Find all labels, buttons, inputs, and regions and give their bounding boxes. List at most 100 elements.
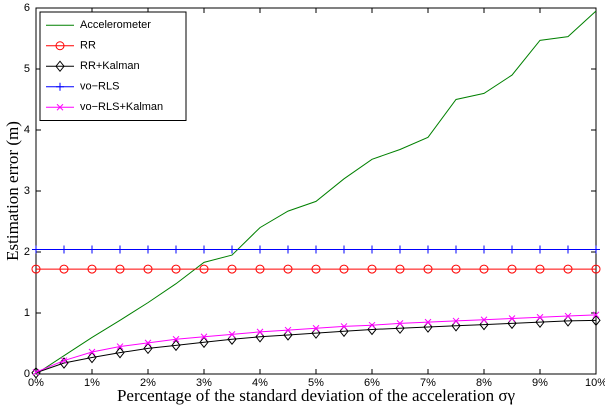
x-tick-label: 1%: [84, 377, 100, 389]
legend: Accelerometer RR RR+Kalman vo−RLS vo−RLS+Kal…: [39, 11, 187, 121]
marker: [564, 245, 572, 254]
marker: [171, 264, 181, 274]
marker: [592, 245, 600, 254]
series-line: [35, 319, 597, 374]
marker: [283, 264, 293, 274]
marker: [60, 357, 68, 364]
legend-label: RR: [80, 40, 96, 52]
marker: [423, 264, 433, 274]
marker: [452, 245, 460, 254]
marker: [59, 264, 69, 274]
marker: [199, 264, 209, 274]
marker: [143, 342, 153, 355]
marker: [480, 245, 488, 254]
series-line: [35, 10, 597, 375]
x-tick-label: 4%: [252, 377, 268, 389]
marker: [88, 245, 96, 254]
marker: [284, 326, 292, 334]
marker: [536, 245, 544, 254]
marker: [339, 264, 349, 274]
marker: [284, 245, 292, 254]
marker: [424, 245, 432, 254]
marker: [55, 41, 65, 51]
marker: [508, 245, 516, 254]
y-tick-label: 2: [24, 246, 30, 258]
marker: [340, 323, 348, 330]
marker: [227, 264, 237, 274]
marker: [32, 368, 40, 376]
marker: [87, 351, 97, 364]
marker: [116, 245, 124, 254]
marker: [564, 312, 572, 320]
marker: [312, 245, 320, 254]
marker: [144, 245, 152, 254]
marker: [396, 245, 404, 254]
marker: [452, 317, 460, 325]
x-tick-label: 10%: [585, 377, 605, 389]
marker: [424, 318, 432, 326]
marker: [536, 313, 544, 321]
marker: [255, 264, 265, 274]
marker: [367, 264, 377, 274]
x-axis-title: Percentage of the standard deviation of …: [117, 386, 516, 405]
marker: [56, 82, 64, 91]
y-axis-title: Estimation error (m): [3, 121, 22, 261]
marker: [55, 60, 65, 73]
marker: [395, 264, 405, 274]
marker: [312, 324, 320, 332]
x-tick-label: 8%: [476, 377, 492, 389]
x-tick-label: 7%: [420, 377, 436, 389]
marker: [88, 348, 96, 356]
y-tick-label: 0: [24, 368, 30, 380]
marker: [591, 314, 601, 327]
marker: [87, 264, 97, 274]
marker: [228, 330, 236, 338]
y-tick-label: 1: [24, 307, 30, 319]
y-tick-label: 3: [24, 185, 30, 197]
marker: [143, 264, 153, 274]
marker: [368, 245, 376, 254]
legend-label: vo−RLS: [80, 81, 119, 93]
marker: [172, 245, 180, 254]
marker: [60, 245, 68, 254]
x-tick-label: 3%: [196, 377, 212, 389]
marker: [144, 339, 152, 347]
y-tick-label: 4: [24, 124, 30, 136]
marker: [199, 336, 209, 349]
x-tick-label: 6%: [364, 377, 380, 389]
marker: [592, 311, 600, 319]
marker: [115, 346, 125, 359]
marker: [507, 264, 517, 274]
marker: [479, 264, 489, 274]
marker: [508, 315, 516, 322]
marker: [171, 339, 181, 352]
marker: [116, 343, 124, 350]
marker: [340, 245, 348, 254]
marker: [480, 316, 488, 324]
marker: [200, 245, 208, 254]
marker: [32, 245, 40, 254]
legend-label: RR+Kalman: [80, 60, 140, 72]
marker: [563, 264, 573, 274]
marker: [256, 245, 264, 254]
marker: [451, 264, 461, 274]
legend-label: vo−RLS+Kalman: [80, 101, 163, 113]
marker: [172, 335, 180, 343]
y-tick-label: 5: [24, 63, 30, 75]
x-tick-label: 9%: [532, 377, 548, 389]
marker: [256, 328, 264, 336]
marker: [396, 320, 404, 327]
marker: [368, 321, 376, 329]
marker: [228, 245, 236, 254]
marker: [535, 264, 545, 274]
marker: [311, 264, 321, 274]
y-tick-label: 6: [24, 2, 30, 14]
x-tick-label: 0%: [28, 377, 44, 389]
marker: [115, 264, 125, 274]
x-tick-label: 2%: [140, 377, 156, 389]
legend-label: Accelerometer: [80, 19, 151, 31]
marker: [56, 103, 64, 111]
marker: [200, 333, 208, 341]
marker: [591, 264, 601, 274]
